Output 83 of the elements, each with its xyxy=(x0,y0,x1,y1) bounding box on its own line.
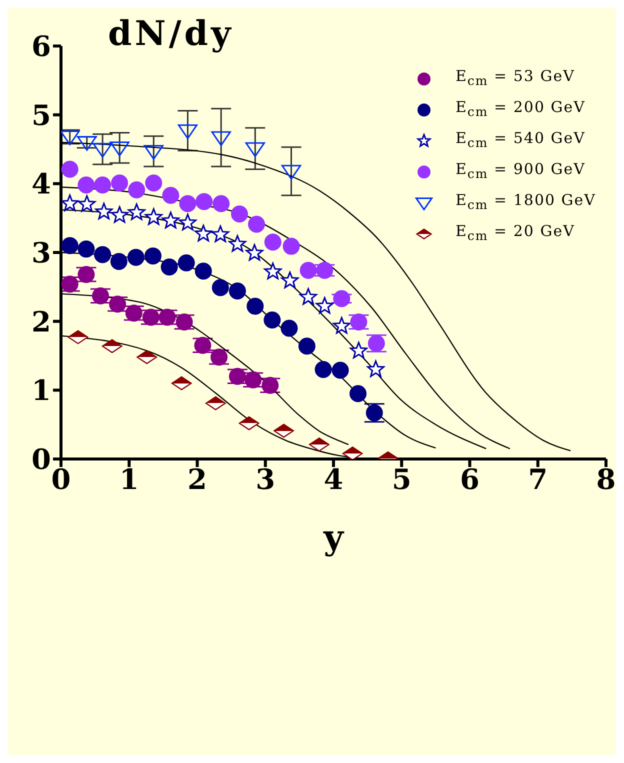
point xyxy=(144,144,164,160)
y-tick-label: 4 xyxy=(32,168,51,201)
point xyxy=(350,385,367,402)
point xyxy=(245,142,266,158)
legend-label: E$_{cm}$ = 900 GeV xyxy=(455,159,586,183)
point xyxy=(111,174,128,192)
point xyxy=(333,290,350,308)
point xyxy=(332,362,349,379)
point xyxy=(350,342,368,358)
point xyxy=(196,193,213,210)
point xyxy=(92,142,112,158)
point xyxy=(78,176,95,194)
point xyxy=(61,237,78,254)
point xyxy=(246,298,264,315)
y-tick-label: 2 xyxy=(32,305,51,338)
point xyxy=(314,361,332,378)
point xyxy=(248,216,266,233)
point xyxy=(78,195,96,212)
point xyxy=(160,258,178,276)
point xyxy=(212,279,229,296)
point xyxy=(246,244,264,261)
point xyxy=(274,424,294,438)
point xyxy=(281,164,302,180)
legend-label: E$_{cm}$ = 200 GeV xyxy=(455,97,586,121)
x-tick-label: 3 xyxy=(256,462,276,496)
point xyxy=(162,212,180,228)
point xyxy=(212,225,230,242)
point xyxy=(110,142,130,156)
y-tick-label: 5 xyxy=(32,98,51,132)
point xyxy=(367,360,384,378)
point xyxy=(127,248,144,266)
y-tick-label: 3 xyxy=(32,236,51,270)
chart-title: dN/dy xyxy=(108,14,234,54)
point xyxy=(264,262,282,280)
point xyxy=(61,160,78,178)
point xyxy=(110,252,128,270)
x-tick-label: 8 xyxy=(596,462,616,496)
point xyxy=(194,262,212,280)
point xyxy=(300,262,317,279)
point xyxy=(194,224,212,242)
point xyxy=(332,317,350,334)
x-tick-label: 2 xyxy=(188,462,207,496)
point xyxy=(280,320,298,337)
point xyxy=(178,214,196,230)
legend-label: E$_{cm}$ = 540 GeV xyxy=(455,128,586,152)
point xyxy=(61,194,79,212)
point xyxy=(110,206,128,223)
point xyxy=(298,338,316,355)
x-tick-label: 1 xyxy=(119,462,139,496)
legend-label: E$_{cm}$ = 20 GeV xyxy=(455,221,575,245)
point xyxy=(128,203,146,220)
y-tick-label: 6 xyxy=(32,30,51,63)
point xyxy=(230,205,248,222)
point xyxy=(144,247,162,264)
point xyxy=(282,238,300,255)
point xyxy=(264,311,281,328)
legend-label: E$_{cm}$ = 1800 GeV xyxy=(455,190,596,214)
point xyxy=(178,254,195,272)
y-tick-label: 1 xyxy=(32,374,51,408)
point xyxy=(211,131,231,146)
point xyxy=(228,282,246,300)
point xyxy=(178,124,198,140)
point xyxy=(228,235,246,252)
x-tick-label: 6 xyxy=(460,462,480,496)
point xyxy=(179,195,196,212)
point xyxy=(264,234,282,251)
point xyxy=(162,186,180,204)
point xyxy=(128,181,146,198)
point xyxy=(94,176,112,194)
point xyxy=(212,195,230,212)
x-axis-title: y xyxy=(322,518,345,558)
legend-label: E$_{cm}$ = 53 GeV xyxy=(455,66,575,90)
point xyxy=(144,208,162,225)
x-tick-label: 4 xyxy=(324,462,344,496)
point xyxy=(300,288,318,305)
x-tick-label: 7 xyxy=(528,462,548,496)
point xyxy=(281,272,299,288)
x-tick-label: 5 xyxy=(392,462,412,496)
point xyxy=(145,174,162,192)
point xyxy=(78,240,95,258)
point xyxy=(95,202,113,220)
point xyxy=(316,297,334,314)
point xyxy=(94,246,112,264)
